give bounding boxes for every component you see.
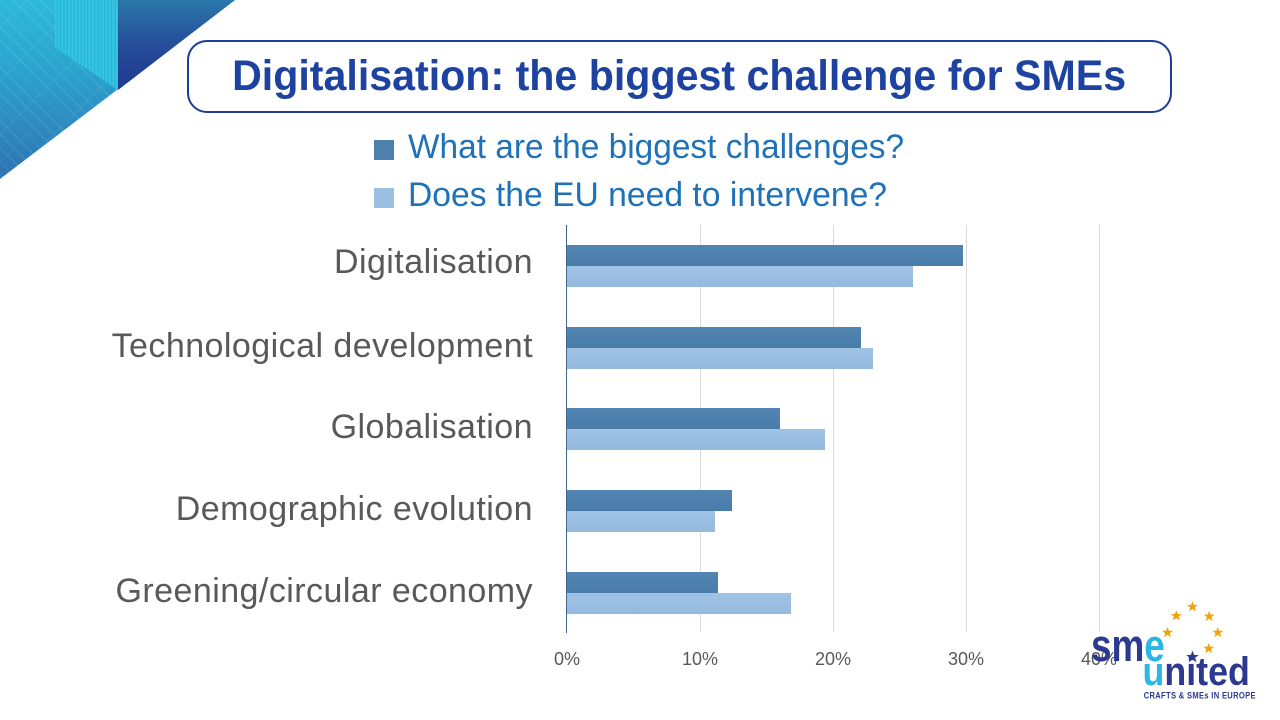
svg-text:united: united <box>1143 650 1250 694</box>
svg-text:sme: sme <box>1091 620 1165 670</box>
svg-text:CRAFTS & SMEs IN EUROPE: CRAFTS & SMEs IN EUROPE <box>1144 690 1256 701</box>
